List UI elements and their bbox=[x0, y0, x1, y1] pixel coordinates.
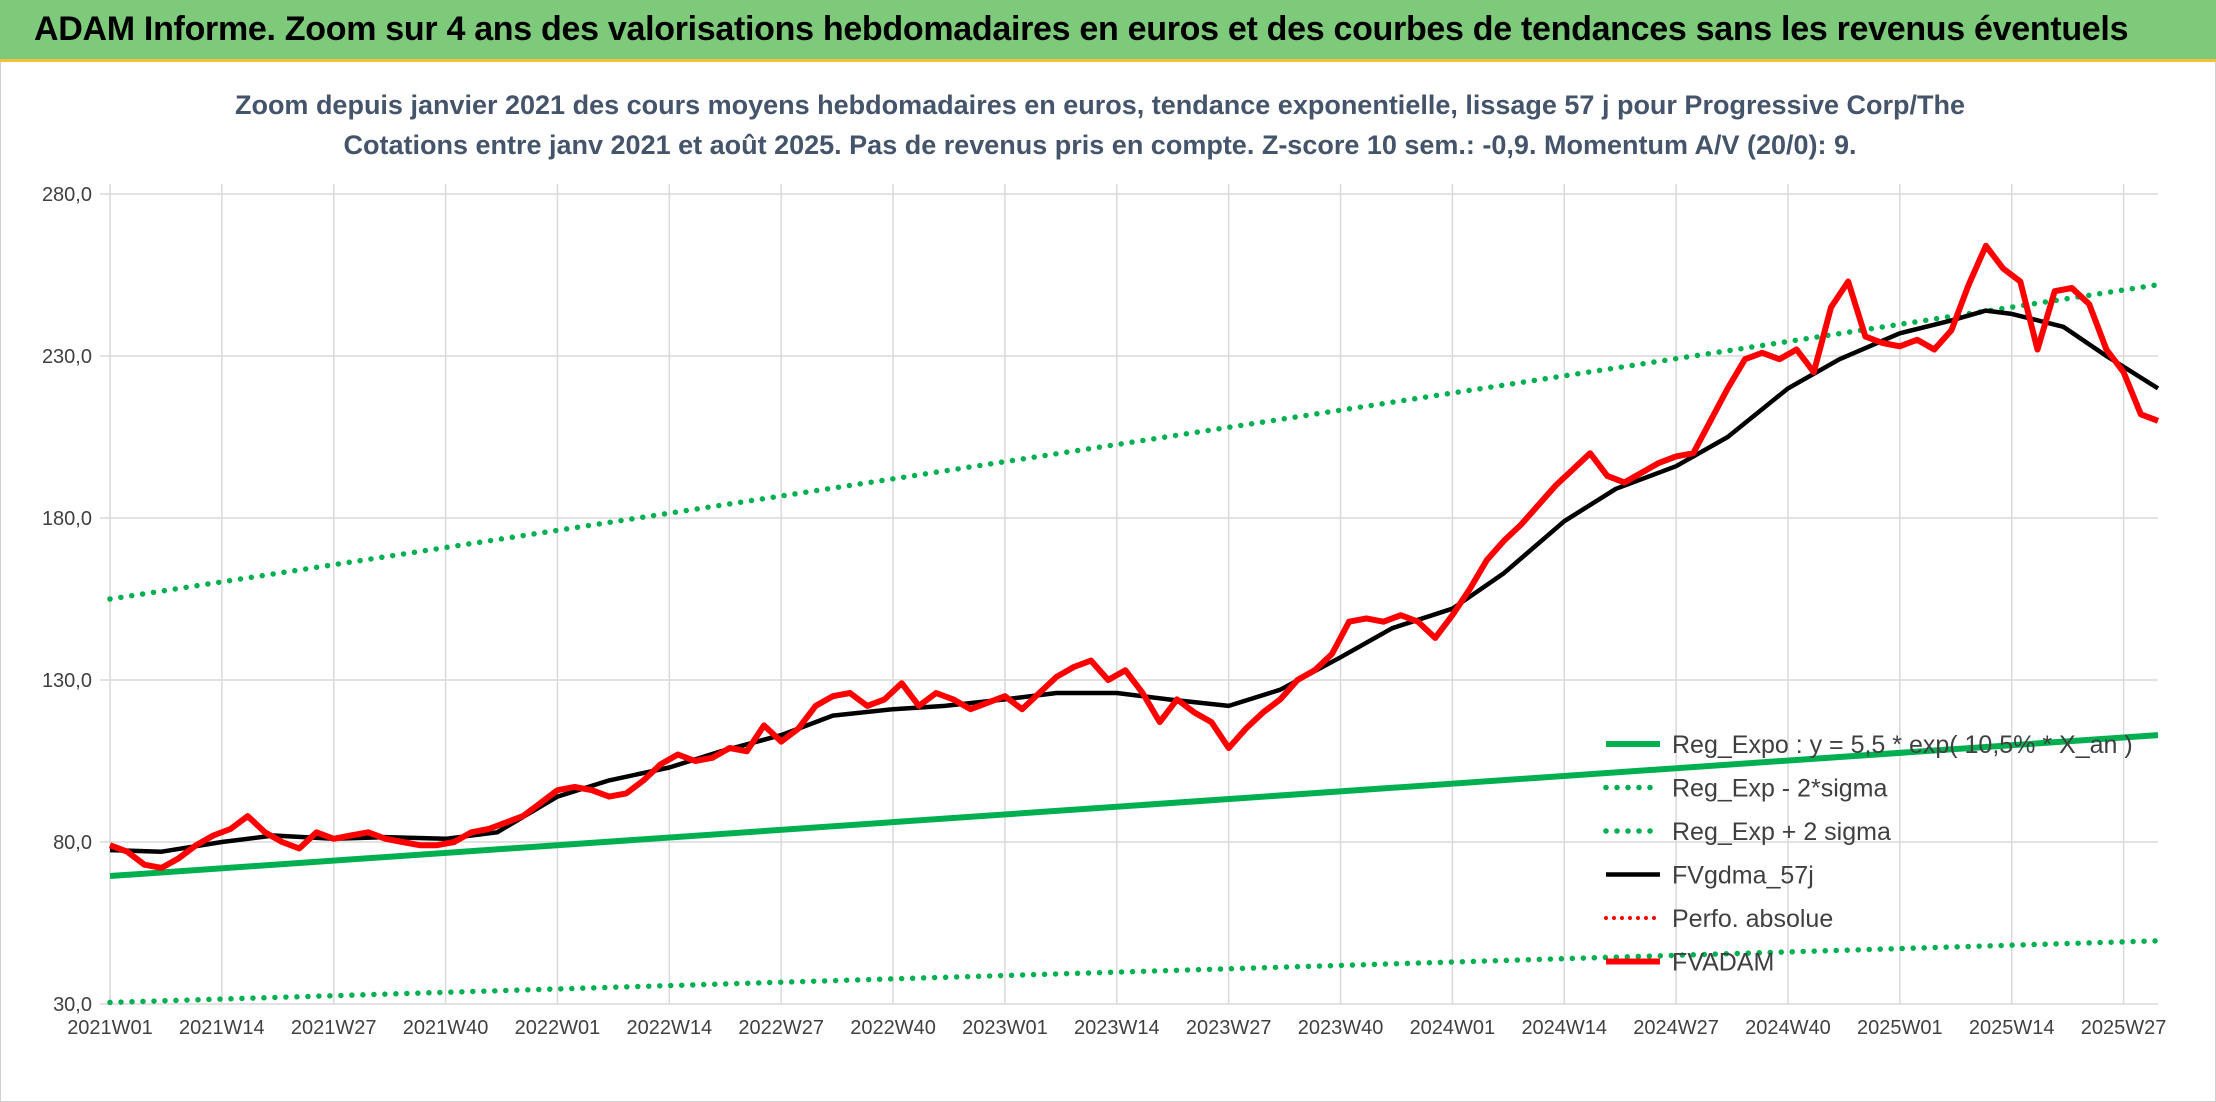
x-tick-label: 2023W40 bbox=[1298, 1017, 1384, 1039]
y-tick-label: 30,0 bbox=[53, 994, 92, 1016]
legend-label: Reg_Exp - 2*sigma bbox=[1672, 775, 1887, 803]
x-tick-label: 2021W27 bbox=[291, 1017, 377, 1039]
legend-label: Reg_Expo : y = 5,5 * exp( 10,5% * X_an ) bbox=[1672, 731, 2133, 759]
series-line-reg-expo bbox=[109, 732, 2159, 879]
gridlines bbox=[100, 184, 2158, 1005]
series-line-reg-exp bbox=[107, 938, 2161, 1006]
y-tick-label: 80,0 bbox=[53, 832, 92, 854]
x-tick-label: 2022W14 bbox=[627, 1017, 713, 1039]
y-tick-label: 180,0 bbox=[42, 508, 92, 530]
y-tick-label: 280,0 bbox=[42, 184, 92, 206]
x-tick-label: 2023W14 bbox=[1074, 1017, 1160, 1039]
legend: Reg_Expo : y = 5,5 * exp( 10,5% * X_an )… bbox=[1603, 731, 2133, 977]
x-tick-label: 2022W40 bbox=[850, 1017, 936, 1039]
x-tick-label: 2022W01 bbox=[515, 1017, 601, 1039]
x-tick-label: 2023W01 bbox=[962, 1017, 1048, 1039]
x-axis-ticks: 2021W01 2021W14 2021W27 2021W40 2022W01 2022W… bbox=[67, 1017, 2166, 1039]
legend-label: FVADAM bbox=[1672, 949, 1774, 977]
x-tick-label: 2021W40 bbox=[403, 1017, 489, 1039]
x-tick-label: 2025W01 bbox=[1857, 1017, 1943, 1039]
series-line-fvadam bbox=[108, 242, 2160, 871]
y-tick-label: 130,0 bbox=[42, 670, 92, 692]
x-tick-label: 2025W14 bbox=[1969, 1017, 2055, 1039]
legend-label: Perfo. absolue bbox=[1672, 905, 1833, 933]
line-chart: Zoom depuis janvier 2021 des cours moyen… bbox=[42, 90, 2166, 1039]
y-axis-ticks: 280,0 230,0 180,0 130,0 80,0 30,0 bbox=[42, 184, 92, 1016]
page-title: ADAM Informe. Zoom sur 4 ans des valoris… bbox=[34, 10, 2129, 48]
series-line-reg-exp bbox=[107, 281, 2161, 602]
x-tick-label: 2024W27 bbox=[1633, 1017, 1719, 1039]
x-tick-label: 2021W14 bbox=[179, 1017, 265, 1039]
chart-title-line1: Zoom depuis janvier 2021 des cours moyen… bbox=[235, 90, 1965, 120]
chart-title-line2: Cotations entre janv 2021 et août 2025. … bbox=[343, 130, 1856, 160]
header-banner: ADAM Informe. Zoom sur 4 ans des valoris… bbox=[0, 0, 2216, 62]
x-tick-label: 2024W01 bbox=[1410, 1017, 1496, 1039]
legend-label: FVgdma_57j bbox=[1672, 862, 1814, 890]
plot-area bbox=[107, 242, 2161, 1006]
y-tick-label: 230,0 bbox=[42, 346, 92, 368]
legend-label: Reg_Exp + 2 sigma bbox=[1672, 818, 1891, 846]
x-tick-label: 2023W27 bbox=[1186, 1017, 1272, 1039]
series-line-fvgdma-57j bbox=[109, 308, 2160, 854]
x-tick-label: 2025W27 bbox=[2081, 1017, 2167, 1039]
x-tick-label: 2021W01 bbox=[67, 1017, 153, 1039]
x-tick-label: 2022W27 bbox=[738, 1017, 824, 1039]
x-tick-label: 2024W14 bbox=[1521, 1017, 1607, 1039]
x-tick-label: 2024W40 bbox=[1745, 1017, 1831, 1039]
